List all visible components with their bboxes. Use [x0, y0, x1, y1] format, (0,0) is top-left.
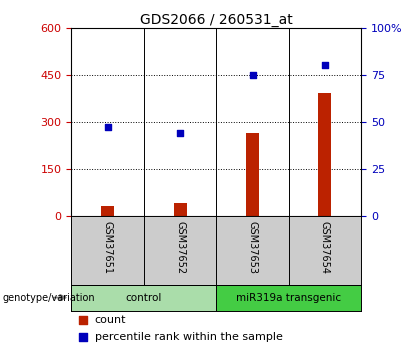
Text: count: count [94, 315, 126, 325]
Bar [71, 285, 216, 310]
Title: GDS2066 / 260531_at: GDS2066 / 260531_at [140, 12, 293, 27]
Text: control: control [126, 293, 162, 303]
Point [177, 130, 184, 136]
Bar [173, 203, 186, 216]
Point [322, 62, 328, 68]
Text: GSM37654: GSM37654 [320, 221, 330, 274]
Bar [101, 206, 114, 216]
Bar [318, 93, 331, 216]
Text: miR319a transgenic: miR319a transgenic [236, 293, 341, 303]
Point [80, 317, 87, 323]
Point [249, 72, 256, 77]
Text: percentile rank within the sample: percentile rank within the sample [94, 333, 283, 342]
Point [80, 335, 87, 340]
Bar [246, 132, 259, 216]
Text: GSM37652: GSM37652 [175, 221, 185, 274]
Point [104, 125, 111, 130]
Bar [216, 285, 361, 310]
Text: GSM37651: GSM37651 [102, 221, 113, 274]
Text: genotype/variation: genotype/variation [2, 293, 95, 303]
Text: GSM37653: GSM37653 [247, 221, 257, 274]
